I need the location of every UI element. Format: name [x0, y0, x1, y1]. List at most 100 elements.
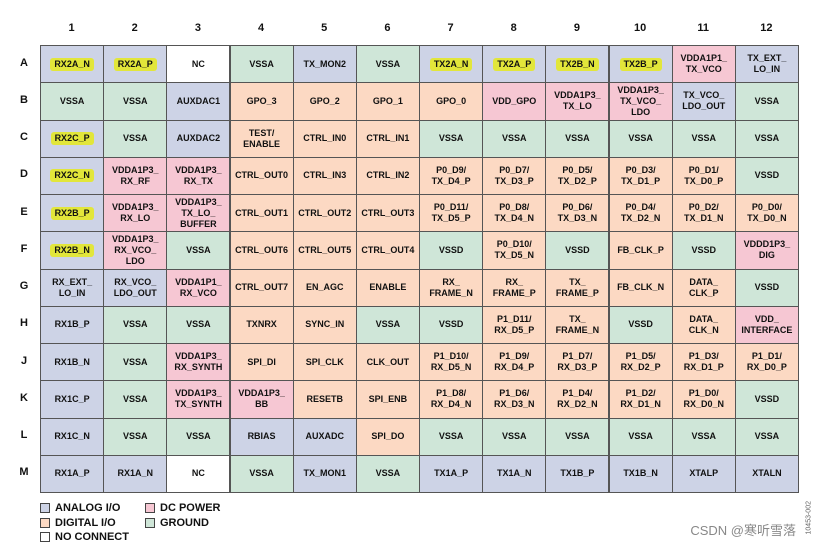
- pin-H5: SYNC_IN: [292, 305, 357, 344]
- pin-label: VSSA: [628, 133, 653, 144]
- pin-label: RESETB: [306, 393, 343, 404]
- pin-J5: SPI_CLK: [292, 343, 357, 382]
- pin-C7: VSSA: [419, 119, 484, 158]
- watermark: CSDN @寒听雪落: [690, 523, 796, 538]
- pin-label: CTRL_IN1: [366, 133, 410, 144]
- pin-H8: P1_D11/ RX_D5_P: [482, 305, 547, 344]
- row-letter-C: C: [20, 131, 28, 144]
- pin-M3: NC: [166, 454, 231, 493]
- pin-K7: P1_D8/ RX_D4_N: [419, 380, 484, 419]
- pin-D6: CTRL_IN2: [355, 156, 420, 195]
- pin-M1: RX1A_P: [40, 454, 105, 493]
- pin-K9: P1_D4/ RX_D2_N: [545, 380, 610, 419]
- pin-E4: CTRL_OUT1: [229, 194, 294, 233]
- pin-F4: CTRL_OUT6: [229, 231, 294, 270]
- column-number-3: 3: [194, 22, 201, 34]
- pin-J8: P1_D9/ RX_D4_P: [482, 343, 547, 382]
- row-letter-F: F: [20, 242, 28, 255]
- pin-J1: RX1B_N: [40, 343, 105, 382]
- pin-label: VSSA: [122, 431, 148, 442]
- pin-label: VSSA: [59, 95, 85, 106]
- pin-label: P1_D10/ RX_D5_N: [430, 351, 472, 373]
- pin-label: P0_D8/ TX_D4_N: [494, 202, 534, 224]
- legend-swatch-ground: [145, 518, 155, 528]
- pin-A7: TX2A_N: [419, 45, 484, 84]
- pin-F12: VDDD1P3_ DIG: [734, 231, 799, 270]
- pin-label: VDDA1P3_ RX_SYNTH: [174, 351, 223, 373]
- pin-L6: SPI_DO: [355, 417, 420, 456]
- column-number-1: 1: [68, 22, 75, 34]
- pin-E12: P0_D0/ TX_D0_N: [734, 194, 799, 233]
- column-number-7: 7: [447, 22, 454, 34]
- pin-label: VSSA: [438, 133, 464, 144]
- pin-A9: TX2B_N: [545, 45, 610, 84]
- pin-label: P0_D3/ TX_D1_P: [621, 164, 661, 186]
- legend-swatch-digital: [40, 518, 50, 528]
- pin-L12: VSSA: [734, 417, 799, 456]
- pin-label: GPO_2: [309, 95, 340, 106]
- pin-K10: P1_D2/ RX_D1_N: [608, 380, 673, 419]
- pin-label: VSSA: [122, 95, 148, 106]
- pin-label: VSSD: [438, 319, 464, 330]
- pin-label: DATA_ CLK_N: [688, 313, 719, 335]
- pin-label: VSSA: [122, 356, 148, 367]
- pin-E10: P0_D4/ TX_D2_N: [608, 194, 673, 233]
- pin-label: CTRL_OUT2: [298, 207, 352, 218]
- pin-label: VSSA: [375, 58, 401, 69]
- pin-B8: VDD_GPO: [482, 82, 547, 121]
- pin-label: VSSA: [122, 133, 148, 144]
- pin-label: P1_D5/ RX_D2_P: [620, 351, 661, 373]
- pin-label: TX_VCO_ LDO_OUT: [682, 90, 726, 112]
- pin-label: VDDA1P3_ RX_LO: [111, 202, 159, 224]
- pin-label: TX_EXT_ LO_IN: [747, 53, 787, 75]
- pin-L10: VSSA: [608, 417, 673, 456]
- pin-C1: RX2C_P: [40, 119, 105, 158]
- pin-E11: P0_D2/ TX_D1_N: [671, 194, 736, 233]
- pin-G5: EN_AGC: [292, 268, 357, 307]
- pin-G11: DATA_ CLK_P: [671, 268, 736, 307]
- pin-label: ENABLE: [369, 282, 407, 293]
- column-number-10: 10: [633, 22, 647, 34]
- pin-label: EN_AGC: [305, 282, 344, 293]
- legend-item-digital: DIGITAL I/O: [40, 517, 116, 529]
- pin-G2: RX_VCO_ LDO_OUT: [103, 268, 168, 307]
- pin-label: AUXDAC1: [176, 95, 221, 106]
- legend-swatch-dc-power: [145, 503, 155, 513]
- pin-A11: VDDA1P1_ TX_VCO: [671, 45, 736, 84]
- row-letter-A: A: [20, 56, 28, 69]
- column-number-6: 6: [384, 22, 391, 34]
- pin-label: VSSD: [754, 282, 780, 293]
- pin-C9: VSSA: [545, 119, 610, 158]
- pin-H2: VSSA: [103, 305, 168, 344]
- pin-label: RX2B_N: [50, 243, 94, 257]
- pin-C8: VSSA: [482, 119, 547, 158]
- pin-B2: VSSA: [103, 82, 168, 121]
- row-letter-E: E: [20, 205, 28, 218]
- pin-H9: TX_ FRAME_N: [545, 305, 610, 344]
- pin-label: VDDA1P3_ TX_LO: [554, 90, 601, 112]
- pin-J3: VDDA1P3_ RX_SYNTH: [166, 343, 231, 382]
- pin-A6: VSSA: [355, 45, 420, 84]
- legend-item-no-connect: NO CONNECT: [40, 531, 129, 543]
- pin-B3: AUXDAC1: [166, 82, 231, 121]
- pin-label: VSSA: [375, 319, 401, 330]
- pin-label: RX1C_N: [54, 431, 90, 442]
- row-letter-J: J: [20, 354, 28, 367]
- pin-label: VSSA: [186, 244, 211, 255]
- pin-label: P0_D9/ TX_D4_P: [431, 164, 471, 186]
- pin-E8: P0_D8/ TX_D4_N: [482, 194, 547, 233]
- pin-label: VSSA: [691, 133, 716, 144]
- pin-label: VSSA: [691, 431, 716, 442]
- pin-label: RX1B_P: [54, 319, 90, 330]
- pin-D1: RX2C_N: [40, 156, 105, 195]
- pin-J10: P1_D5/ RX_D2_P: [608, 343, 673, 382]
- pin-label: CLK_OUT: [366, 356, 410, 367]
- pin-label: CTRL_OUT7: [235, 282, 289, 293]
- pin-label: VSSD: [691, 244, 716, 255]
- pin-label: SPI_CLK: [305, 356, 344, 367]
- pin-H10: VSSD: [608, 305, 673, 344]
- pin-G7: RX_ FRAME_N: [419, 268, 484, 307]
- pin-B7: GPO_0: [419, 82, 484, 121]
- pin-J4: SPI_DI: [229, 343, 294, 382]
- pin-label: VDDA1P1_ RX_VCO: [175, 276, 222, 298]
